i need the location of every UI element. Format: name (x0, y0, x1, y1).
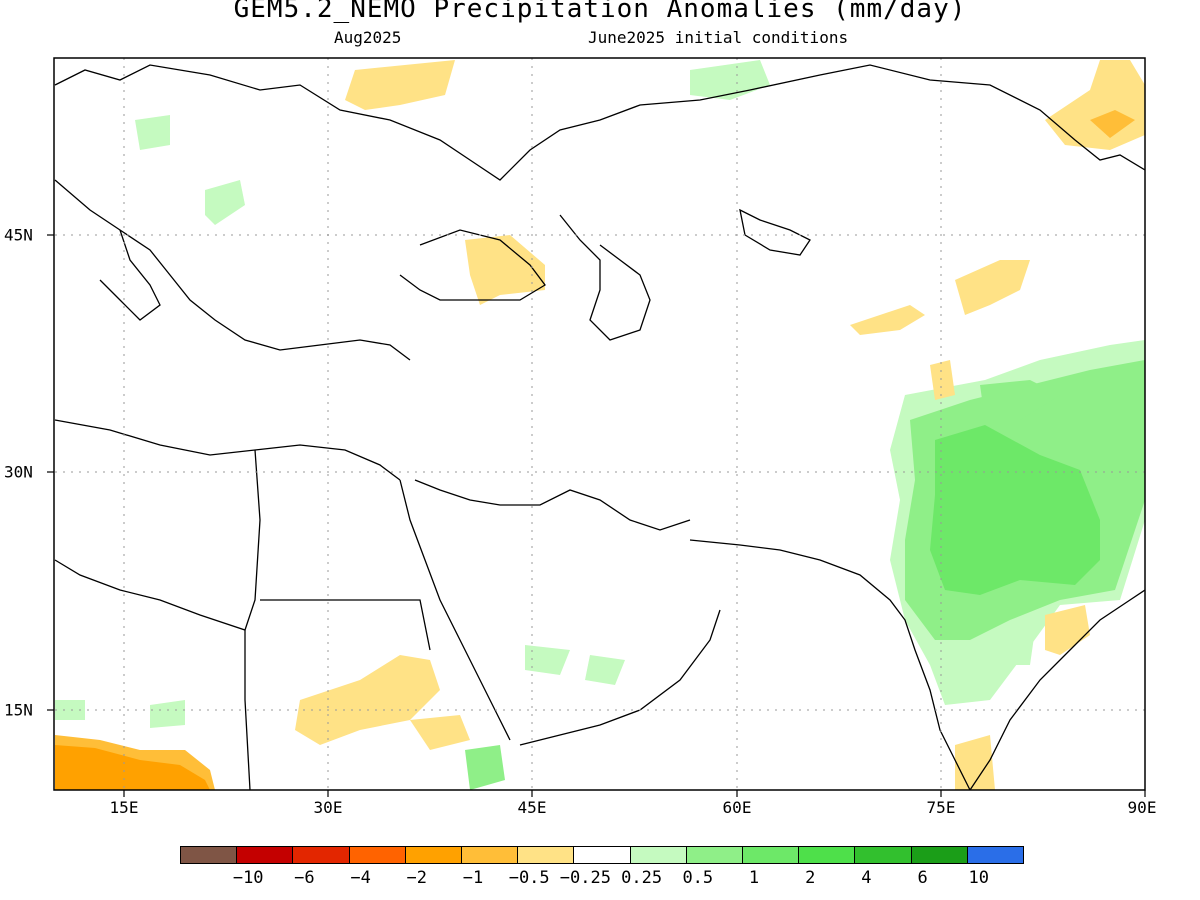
map-frame (53, 57, 1146, 791)
legend-color-box (292, 846, 350, 864)
legend-label: 0.25 (621, 868, 663, 888)
legend-label: 6 (917, 868, 928, 888)
legend-color-box (404, 846, 462, 864)
dry-anomaly-tianshan (955, 260, 1030, 315)
legend-color-box (966, 846, 1024, 864)
legend-label: −0.25 (559, 868, 611, 888)
lon-tick-label: 75E (926, 798, 956, 817)
wet-anomaly-tibet (980, 380, 1060, 420)
wet-anomaly-west-africa (55, 700, 85, 720)
dry-anomaly-sudan (295, 655, 440, 745)
legend-label: 0.5 (682, 868, 714, 888)
legend-color-box (573, 846, 631, 864)
lat-tick-label: 15N (4, 700, 33, 720)
dry-anomaly-pamir (850, 305, 925, 335)
legend-label: −0.5 (508, 868, 550, 888)
graticule (55, 58, 1145, 790)
dry-anomaly-caucasus (465, 235, 545, 305)
legend-color-box (742, 846, 800, 864)
legend-color-box (348, 846, 406, 864)
legend-color-box (629, 846, 687, 864)
legend-label: 1 (748, 868, 760, 888)
dry-anomaly-ukraine (345, 60, 455, 110)
wet-anomaly-east-europe (135, 115, 170, 150)
legend-color-box (854, 846, 912, 864)
dry-anomaly-kashmir (930, 360, 955, 400)
legend-label: −6 (294, 868, 315, 888)
wet-anomaly-chad (150, 700, 185, 728)
map-title: GEM5.2_NEMO Precipitation Anomalies (mm/… (233, 0, 967, 24)
legend-label: −4 (350, 868, 371, 888)
dry-anomaly-ethiopia (410, 715, 470, 750)
wet-anomaly-yemen (525, 645, 570, 675)
anomaly-fields (55, 60, 1145, 790)
legend-color-box (180, 846, 238, 864)
legend-label: 2 (805, 868, 816, 888)
wet-anomaly-india-strong (930, 425, 1100, 595)
lon-tick-label: 45E (517, 798, 547, 817)
legend-color-box (798, 846, 856, 864)
initial-conditions-label: June2025 initial conditions (588, 28, 849, 47)
legend-label: −10 (232, 868, 264, 888)
dry-anomaly-mongolia-core (1090, 110, 1135, 138)
lon-tick-label: 15E (109, 798, 139, 817)
dry-anomaly-east-india (1045, 605, 1090, 655)
legend-label: −2 (406, 868, 428, 888)
wet-anomaly-balkans (205, 180, 245, 225)
legend-color-box (685, 846, 743, 864)
coastlines (54, 64, 1146, 791)
dry-anomaly-sahel-west-core (55, 745, 210, 790)
forecast-month: Aug2025 (334, 28, 402, 47)
wet-anomaly-horn (465, 745, 505, 790)
lon-tick-label: 90E (1127, 798, 1157, 817)
dry-anomaly-mongolia (1045, 60, 1145, 150)
legend-color-box (517, 846, 575, 864)
lat-tick-label: 45N (4, 225, 33, 245)
wet-anomaly-oman-sea (585, 655, 625, 685)
lon-tick-label: 60E (722, 798, 752, 817)
wet-anomaly-east-india (1005, 625, 1035, 665)
legend-label: 4 (861, 868, 872, 888)
dry-anomaly-south-india (955, 735, 995, 790)
tick-marks (47, 234, 1146, 797)
legend-color-box (461, 846, 519, 864)
lon-tick-label: 30E (313, 798, 343, 817)
legend-label: 10 (968, 868, 990, 888)
legend-color-box (236, 846, 294, 864)
lat-tick-label: 30N (4, 462, 33, 482)
legend-label: −1 (462, 868, 484, 888)
legend-color-box (910, 846, 968, 864)
